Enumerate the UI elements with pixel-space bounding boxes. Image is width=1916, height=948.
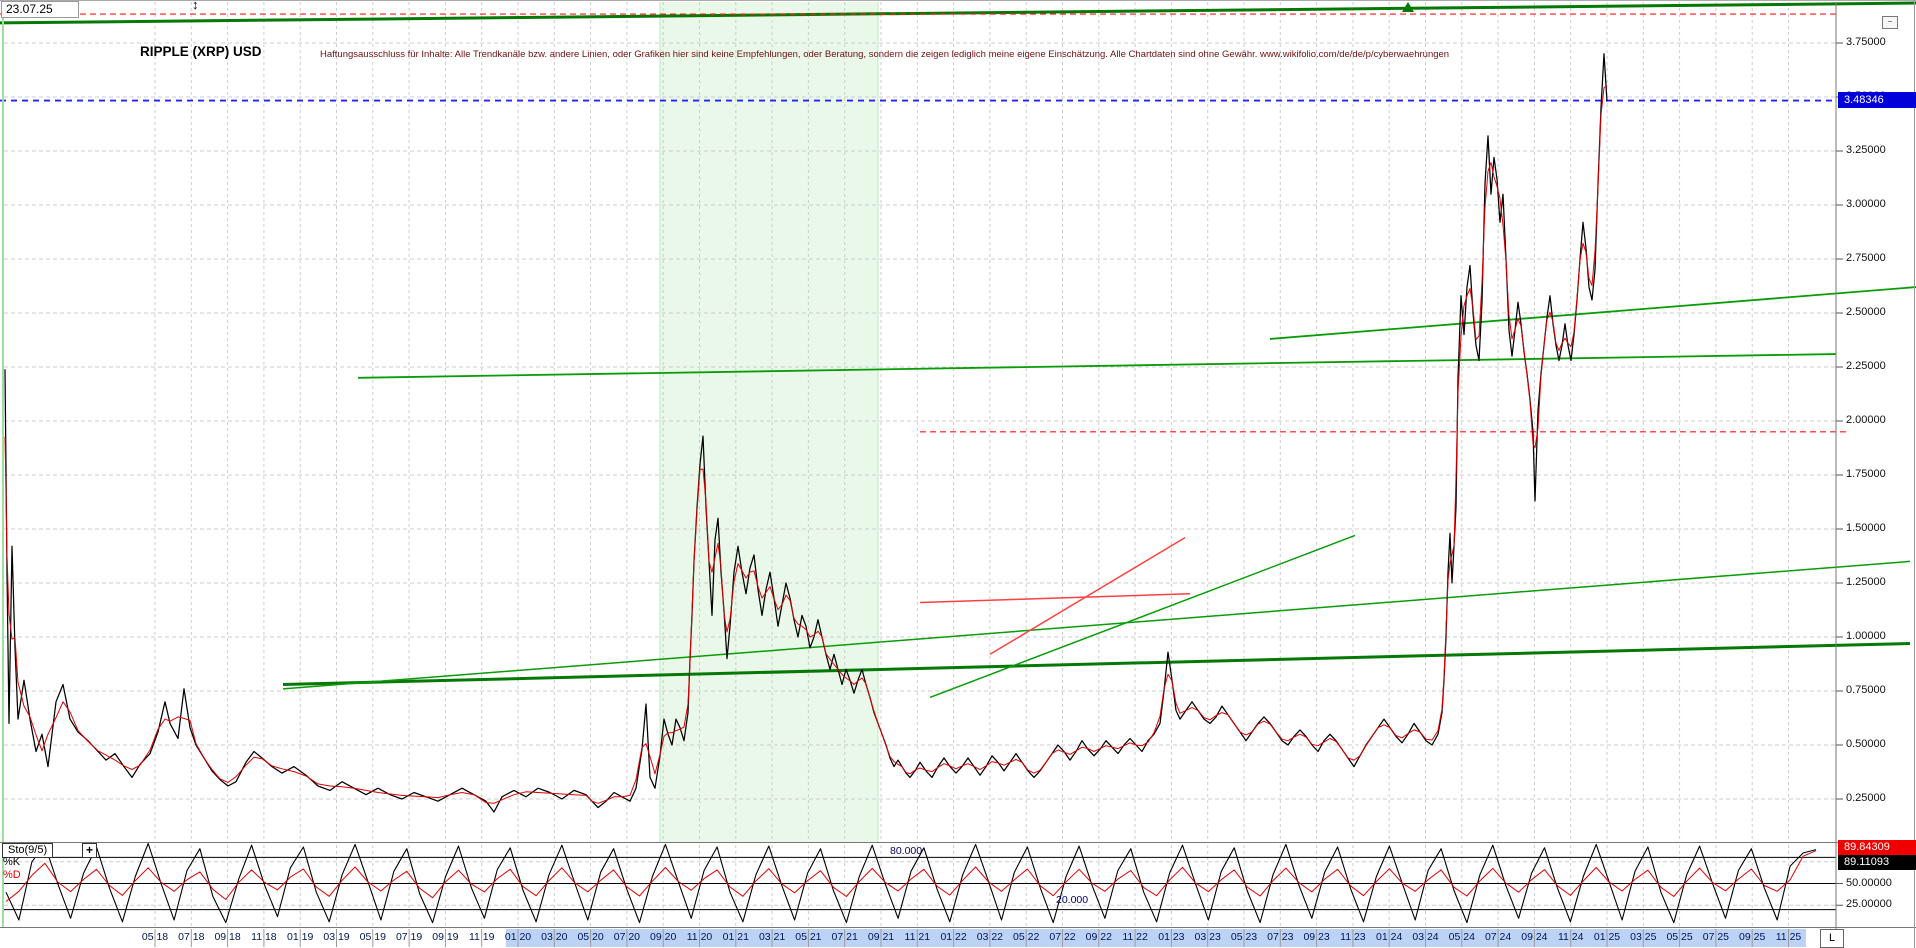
indicator-expand-button[interactable]: + (82, 843, 97, 858)
disclaimer-text: Haftungsausschluss für Inhalte: Alle Tre… (320, 49, 1450, 60)
highlight-band (659, 2, 879, 842)
stochastic-k-value-badge: 89.11093 (1838, 855, 1916, 870)
price-gridlines (4, 42, 1836, 906)
stochastic-d-value-badge: 89.84309 (1838, 840, 1916, 855)
price-series-line (4, 53, 1608, 813)
sto-level-80-label: 80.000 (890, 845, 923, 857)
current-date-label: 23.07.25 (1, 1, 79, 18)
indicator-settings-button[interactable]: Sto(9/5) (2, 843, 54, 858)
sto-level-20-label: 20.000 (1056, 894, 1089, 906)
sto-level-lines (4, 856, 1836, 911)
breakout-marker (1402, 2, 1414, 12)
sto-d-line (5, 850, 1817, 902)
chart-title: RIPPLE (XRP) USD (140, 44, 262, 59)
trend-lines (0, 1, 1916, 699)
minimize-icon[interactable]: − (1882, 16, 1898, 29)
current-price-badge: 3.48346 (1838, 92, 1916, 108)
stochastic-d-label: %D (3, 869, 21, 881)
time-gridlines (154, 2, 1789, 947)
sto-k-line (5, 842, 1817, 924)
resize-handle-icon[interactable]: ↕ (192, 0, 199, 12)
ma-line (4, 85, 1608, 804)
scrollbar-lock-button[interactable]: L (1820, 929, 1844, 948)
stochastic-k-label: %K (3, 856, 21, 868)
time-scrollbar-range[interactable] (506, 929, 1806, 947)
